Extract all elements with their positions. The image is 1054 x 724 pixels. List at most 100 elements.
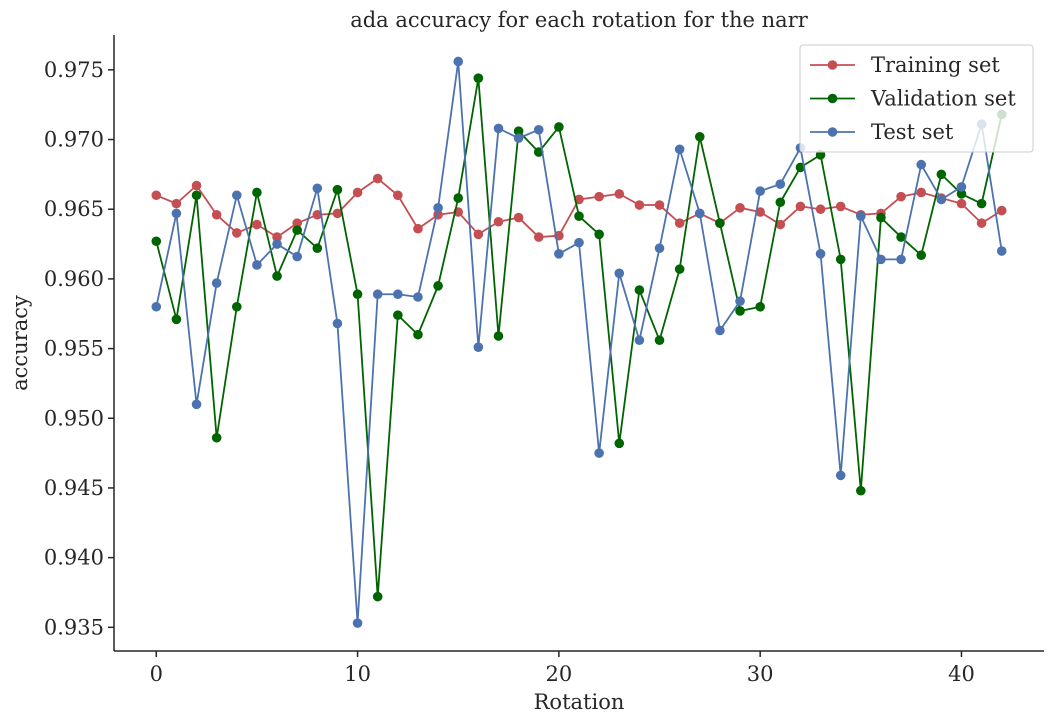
legend-item-validation-set: Validation set [810,87,1016,111]
data-point-test-set [231,190,242,201]
x-tick-label: 10 [344,662,371,686]
data-point-test-set [876,254,886,265]
data-point-validation-set [473,73,484,84]
data-point-training-set [674,218,685,228]
data-point-training-set [996,205,1007,216]
data-point-validation-set [976,198,987,209]
legend-swatch-marker [827,93,838,104]
data-point-test-set [533,124,544,135]
data-point-validation-set [393,310,403,320]
y-tick-label: 0.965 [44,197,104,221]
data-point-validation-set [171,314,182,325]
y-axis-ticks: 0.935 0.940 0.945 0.950 0.955 0.960 0.965 0.970… [44,58,114,639]
legend-label: Validation set [870,87,1016,111]
y-tick-label: 0.940 [44,546,104,570]
data-point-training-set [533,232,544,242]
x-tick-label: 40 [948,662,975,686]
data-point-training-set [211,209,222,220]
data-point-test-set [956,182,967,192]
data-point-training-set [473,229,484,240]
data-point-validation-set [151,236,162,247]
data-point-training-set [976,218,987,228]
data-point-test-set [694,208,705,219]
data-point-test-set [372,289,383,300]
data-point-test-set [211,278,222,288]
data-point-validation-set [453,193,464,203]
data-point-validation-set [876,212,886,223]
data-point-test-set [574,237,584,248]
data-point-validation-set [775,197,786,208]
y-tick-label: 0.970 [44,128,104,152]
data-point-validation-set [694,131,705,142]
series-line-training-set [155,177,1003,238]
data-point-training-set [896,191,906,202]
data-point-test-set [735,296,745,306]
data-point-validation-set [332,184,343,195]
legend-label: Test set [871,120,954,144]
data-point-validation-set [715,218,725,228]
data-point-test-set [634,335,645,346]
data-point-training-set [654,200,665,210]
data-point-training-set [916,187,927,198]
data-point-test-set [856,211,866,221]
data-point-training-set [332,208,343,219]
x-axis-ticks: 0 10 20 30 40 [150,651,975,686]
data-point-validation-set [916,250,927,260]
data-point-test-set [936,194,947,205]
data-point-test-set [594,448,604,458]
legend-swatch-marker [827,127,838,137]
data-point-test-set [191,399,202,410]
data-point-test-set [292,251,302,262]
data-point-training-set [735,203,745,213]
data-point-training-set [634,200,645,210]
x-axis-label: Rotation [534,690,625,714]
y-axis-label: accuracy [8,295,32,391]
data-point-validation-set [936,169,947,180]
data-point-training-set [513,212,524,223]
data-point-test-set [332,318,343,329]
data-point-validation-set [272,271,282,281]
data-point-validation-set [372,591,383,602]
x-tick-label: 0 [150,662,163,686]
legend-frame [799,44,1034,153]
y-tick-label: 0.950 [44,406,104,430]
data-point-validation-set [513,126,524,136]
data-point-validation-set [433,281,443,291]
data-point-training-set [413,223,423,234]
data-point-validation-set [654,335,665,346]
y-tick-label: 0.945 [44,476,104,500]
data-point-validation-set [614,438,625,449]
data-point-test-set [755,186,765,196]
data-point-test-set [493,123,504,134]
data-point-test-set [252,260,262,270]
data-point-training-set [151,190,162,201]
data-point-training-set [231,228,242,238]
data-point-validation-set [835,254,846,265]
legend-item-test-set: Test set [810,120,954,144]
legend-swatch-marker [827,60,838,70]
data-point-test-set [433,203,443,213]
data-point-training-set [292,218,302,228]
chart-title: ada accuracy for each rotation for the n… [350,8,809,32]
data-point-training-set [393,190,403,201]
data-point-training-set [171,198,182,209]
data-point-test-set [835,470,846,481]
data-point-training-set [493,216,504,227]
data-point-test-set [715,325,725,336]
data-point-validation-set [594,229,604,240]
series-layer [151,56,1007,628]
data-point-training-set [835,201,846,212]
data-point-training-set [352,187,363,198]
x-tick-label: 30 [747,662,774,686]
data-point-test-set [614,268,625,279]
series-line-validation-set [155,77,1003,598]
data-point-validation-set [292,225,302,235]
data-point-validation-set [856,485,866,496]
data-point-test-set [775,179,786,189]
legend-label: Training set [871,53,1000,77]
data-point-training-set [252,219,262,230]
data-point-test-set [393,289,403,300]
data-point-training-set [775,219,786,230]
data-point-validation-set [896,232,906,242]
data-point-validation-set [493,331,504,341]
